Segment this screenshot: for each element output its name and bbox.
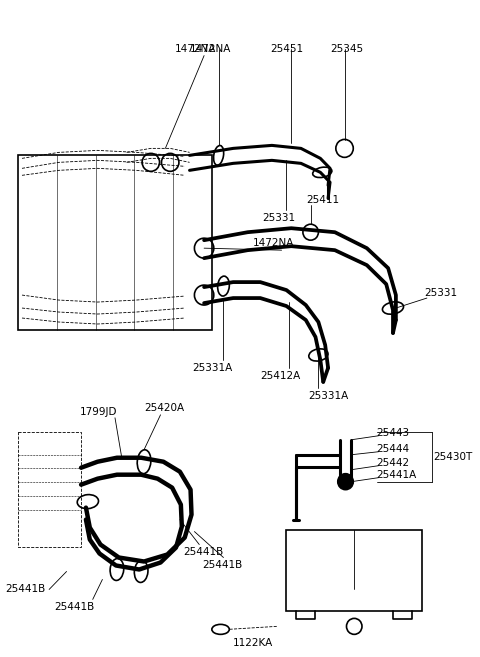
Text: 25441A: 25441A [376,470,417,480]
Text: 25331: 25331 [262,214,295,223]
Text: 1472NA: 1472NA [175,43,216,54]
Text: 25451: 25451 [270,43,303,54]
Text: 25411: 25411 [306,195,339,205]
Text: 25331A: 25331A [192,363,233,373]
Bar [287,530,422,612]
Text: 25441B: 25441B [183,547,223,556]
Text: 25442: 25442 [376,458,409,468]
Text: 1799JD: 1799JD [80,407,118,417]
Bar [18,432,81,547]
Text: 1472NA: 1472NA [252,238,294,248]
Bar [18,155,212,330]
Text: 25443: 25443 [376,428,409,438]
Text: 25441B: 25441B [6,585,46,595]
Text: 25345: 25345 [330,43,363,54]
Text: 1472NA: 1472NA [190,43,231,54]
Text: 25420A: 25420A [144,403,184,413]
Text: 25430T: 25430T [433,452,473,462]
Text: 25331A: 25331A [309,391,349,401]
Text: 25412A: 25412A [260,371,300,381]
Text: 1122KA: 1122KA [233,639,274,648]
Text: 25441B: 25441B [54,602,94,612]
Text: 25331: 25331 [424,288,457,298]
Text: 25444: 25444 [376,443,409,454]
Circle shape [338,474,353,489]
Text: 25441B: 25441B [202,560,242,570]
